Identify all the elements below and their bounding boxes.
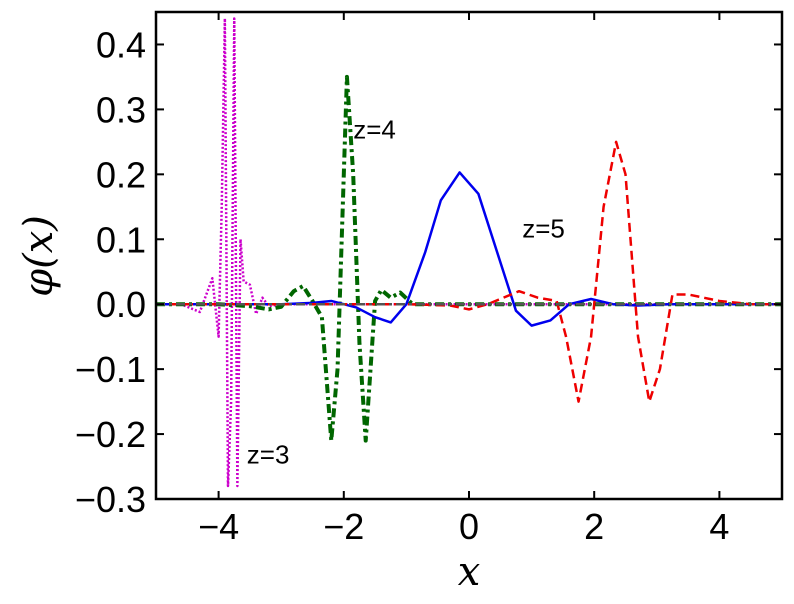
x-tick-label: 2 <box>584 506 604 547</box>
y-tick-label: 0.0 <box>96 284 146 325</box>
x-tick-label: −4 <box>198 506 239 547</box>
x-tick-label: 0 <box>459 506 479 547</box>
series-layer <box>156 17 782 488</box>
x-tick-label: 4 <box>709 506 729 547</box>
plot-frame <box>154 10 784 501</box>
series-line-4 <box>156 140 782 403</box>
y-tick-label: 0.1 <box>96 219 146 260</box>
annotations: z=3 z=4 z=5 <box>247 115 565 470</box>
y-tick-label: 0.2 <box>96 154 146 195</box>
y-axis-label: φ(x) <box>16 215 62 297</box>
y-tick-label: 0.3 <box>96 89 146 130</box>
annotation-label: z=4 <box>353 115 396 145</box>
series-line-2 <box>156 74 782 443</box>
y-tick-label: −0.2 <box>75 414 146 455</box>
annotation-label: z=5 <box>522 213 565 243</box>
y-tick-label: 0.4 <box>96 24 146 65</box>
annotation-label: z=3 <box>247 439 290 469</box>
y-tick-label: −0.1 <box>75 349 146 390</box>
x-tick-label: −2 <box>323 506 364 547</box>
y-tick-label: −0.3 <box>75 479 146 520</box>
ticks-layer: −4 −2 0 2 4 −0.3 −0.2 −0.1 0.0 0.1 0.2 0.3 0.4 <box>75 12 782 547</box>
x-axis-label: x <box>458 549 481 595</box>
series-line-1 <box>156 17 782 488</box>
